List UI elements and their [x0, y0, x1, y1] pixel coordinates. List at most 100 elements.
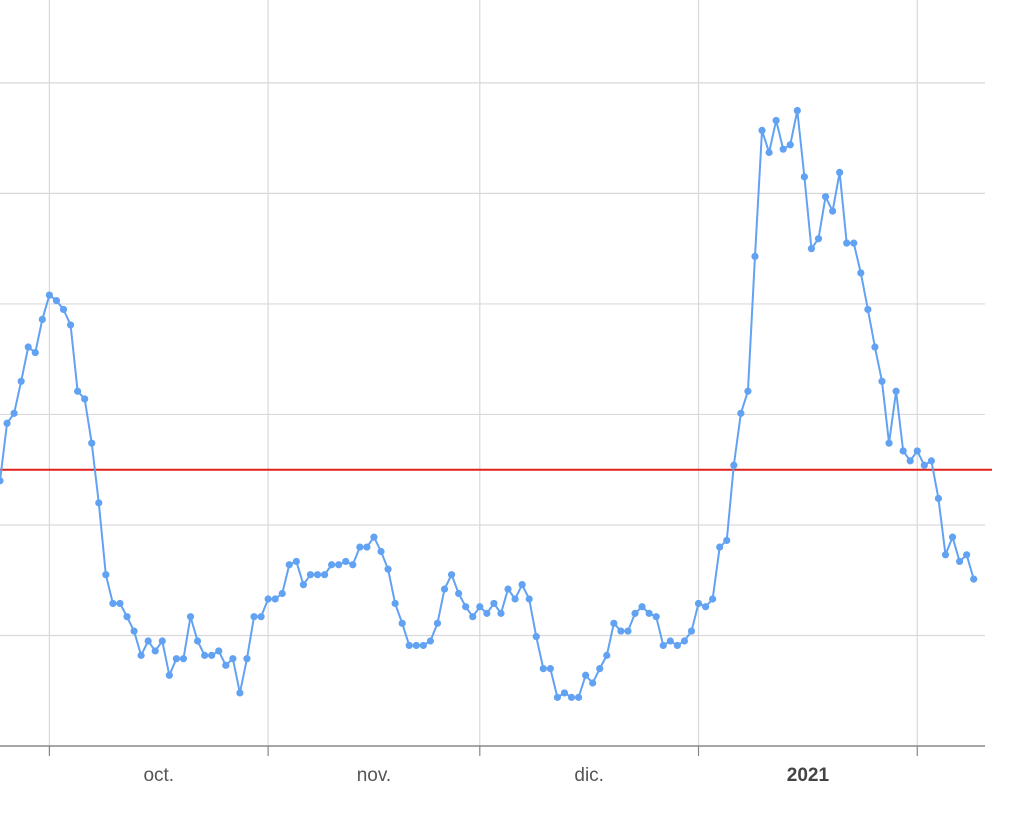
point [335, 561, 343, 569]
point [222, 661, 230, 669]
point [356, 543, 364, 551]
point [271, 595, 279, 603]
point [807, 245, 816, 253]
point [313, 571, 322, 579]
point [821, 193, 830, 201]
point [462, 603, 470, 611]
point [377, 547, 385, 556]
point [137, 651, 145, 659]
point [645, 609, 653, 617]
point [215, 647, 223, 655]
point [843, 239, 851, 247]
point [208, 651, 216, 659]
point [737, 409, 745, 417]
point [229, 655, 237, 663]
point [433, 619, 442, 627]
point [723, 536, 731, 545]
point [765, 148, 773, 157]
point [709, 595, 717, 603]
point [610, 619, 618, 627]
point [673, 641, 681, 650]
point [567, 693, 576, 701]
point [17, 377, 25, 385]
point [786, 141, 794, 149]
point [582, 671, 590, 679]
point [398, 619, 406, 627]
point [52, 297, 61, 305]
point [878, 377, 886, 385]
point [850, 239, 858, 247]
point [680, 637, 689, 645]
point [66, 321, 75, 329]
point [532, 632, 540, 641]
point [638, 603, 646, 611]
point [716, 543, 724, 551]
point [391, 599, 399, 608]
point [151, 647, 159, 655]
point [490, 599, 498, 608]
point [574, 693, 583, 701]
point [624, 627, 632, 635]
point [3, 419, 11, 427]
point [440, 585, 449, 593]
point [179, 655, 188, 663]
point [476, 603, 484, 611]
point [694, 599, 703, 608]
point [836, 168, 844, 177]
point [412, 641, 420, 650]
point [934, 494, 943, 503]
point [701, 603, 710, 611]
point [264, 595, 272, 603]
point [123, 613, 131, 621]
point [744, 387, 752, 395]
point [899, 447, 907, 455]
point [589, 679, 597, 687]
point [751, 252, 759, 261]
point [116, 599, 124, 608]
point [927, 457, 935, 465]
point [165, 671, 173, 679]
point [38, 315, 46, 323]
point [257, 613, 265, 621]
point [864, 305, 872, 314]
point [158, 637, 166, 645]
point [687, 627, 696, 635]
point [74, 387, 82, 395]
point [370, 533, 378, 541]
point [363, 543, 371, 551]
point [666, 637, 674, 645]
point [243, 655, 251, 663]
point [631, 609, 639, 617]
point [24, 343, 32, 351]
point [81, 395, 89, 403]
point [292, 557, 300, 566]
x-tick-label: dic. [574, 765, 604, 786]
point [236, 689, 244, 697]
point [970, 575, 978, 583]
point [278, 589, 286, 598]
point [758, 126, 766, 135]
point [130, 627, 138, 635]
point [306, 571, 315, 579]
point [59, 305, 68, 314]
point [10, 409, 18, 417]
point [948, 533, 957, 541]
point [201, 651, 209, 659]
point [405, 641, 413, 650]
point [250, 613, 258, 621]
point [885, 439, 893, 447]
point [892, 387, 900, 395]
point [913, 447, 921, 455]
point [955, 557, 964, 566]
point [109, 599, 117, 608]
point [31, 348, 39, 357]
x-tick-label: nov. [357, 765, 392, 786]
point [285, 561, 293, 569]
point [793, 106, 801, 115]
point [419, 641, 427, 650]
point [652, 613, 660, 621]
point [871, 343, 879, 351]
point [172, 655, 180, 663]
point [906, 457, 914, 465]
